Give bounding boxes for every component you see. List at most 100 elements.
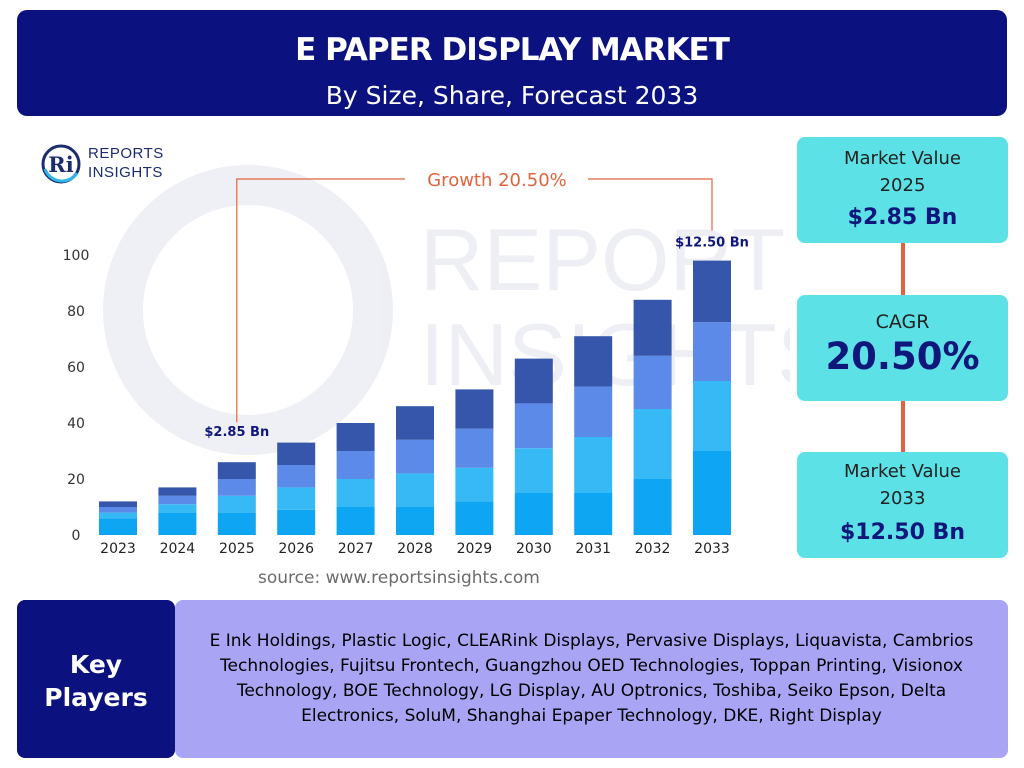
bar-segment: [217, 495, 256, 513]
bar-segment: [514, 403, 553, 449]
y-tick-label: 20: [67, 472, 85, 488]
logo-text: REPORTS INSIGHTS: [88, 144, 164, 182]
bar-segment: [217, 512, 256, 535]
market-value-2025: $2.85 Bn: [847, 205, 958, 230]
svg-text:REPORTS: REPORTS: [420, 210, 790, 309]
market-value-2033-label-2: 2033: [879, 488, 926, 509]
x-tick-label: 2029: [457, 541, 493, 557]
cagr-value: 20.50%: [825, 335, 980, 378]
bar-segment: [217, 479, 256, 496]
bar-segment: [99, 512, 137, 519]
bar-segment: [217, 462, 256, 479]
growth-line-left: [236, 178, 405, 423]
bar-segment: [99, 501, 137, 507]
bar-segment: [693, 381, 731, 451]
logo-mark-icon: Ri: [41, 144, 81, 184]
cagr-label: CAGR: [875, 311, 930, 333]
y-tick-label: 60: [67, 360, 85, 376]
bar-segment: [693, 322, 731, 381]
bar-segment: [455, 467, 494, 502]
key-players-heading-line-1: Key: [69, 650, 123, 679]
market-value-2025-box: Market Value 2025 $2.85 Bn: [797, 137, 1008, 243]
logo-line-1: REPORTS: [88, 145, 164, 162]
bar-segment: [277, 487, 316, 510]
bar-segment: [158, 487, 197, 496]
bar-segment: [574, 493, 613, 535]
market-value-2025-label-1: Market Value: [843, 148, 962, 169]
bar-segment: [693, 260, 731, 323]
y-tick-label: 0: [72, 528, 81, 544]
bar-segment: [574, 336, 613, 387]
connector-line-1: [901, 243, 905, 295]
page-subtitle: By Size, Share, Forecast 2033: [325, 81, 699, 110]
x-tick-label: 2031: [575, 541, 611, 557]
key-players-panel: E Ink Holdings, Plastic Logic, CLEARink …: [175, 600, 1008, 758]
x-tick-label: 2025: [219, 541, 255, 557]
bar-segment: [158, 512, 197, 535]
x-tick-label: 2030: [516, 541, 552, 557]
bar-segment: [633, 479, 672, 535]
bar-segment: [158, 495, 197, 505]
bar-segment: [99, 507, 137, 513]
cagr-box: CAGR 20.50%: [797, 295, 1008, 401]
x-tick-label: 2026: [278, 541, 314, 557]
x-tick-label: 2027: [338, 541, 374, 557]
bar-segment: [514, 448, 553, 493]
bar-segment: [277, 509, 316, 535]
y-tick-label: 80: [67, 304, 85, 320]
connector-line-2: [901, 401, 905, 452]
key-players-heading-line-2: Players: [44, 683, 148, 712]
bar-segment: [514, 358, 553, 404]
source-note: source: www.reportsinsights.com: [258, 568, 540, 588]
x-tick-label: 2032: [635, 541, 671, 557]
x-tick-label: 2023: [100, 541, 136, 557]
bar-segment: [336, 423, 375, 451]
bars-group: [99, 260, 731, 535]
bar-segment: [396, 473, 434, 507]
bar-segment: [336, 507, 375, 535]
market-value-2033: $12.50 Bn: [840, 520, 965, 545]
market-value-2033-box: Market Value 2033 $12.50 Bn: [797, 452, 1008, 558]
bar-segment: [574, 437, 613, 493]
bar-segment: [396, 439, 434, 474]
bar-segment: [336, 479, 375, 507]
growth-line-right: [588, 178, 713, 231]
page-title: E PAPER DISPLAY MARKET: [295, 32, 730, 68]
reports-insights-logo: Ri REPORTS INSIGHTS: [40, 143, 200, 185]
bar-segment: [396, 406, 434, 440]
start-value-label: $2.85 Bn: [204, 425, 269, 440]
bar-segment: [514, 493, 553, 535]
key-players-list: E Ink Holdings, Plastic Logic, CLEARink …: [209, 631, 974, 726]
bar-segment: [336, 451, 375, 479]
y-axis-ticks: 0 20 40 60 80 100: [63, 248, 90, 544]
bar-segment: [99, 518, 137, 535]
bar-segment: [633, 299, 672, 356]
bar-segment: [455, 389, 494, 429]
bar-segment: [574, 386, 613, 437]
x-axis-ticks: 2023 2024 2025 2026 2027 2028 2029 2030 2031 2032…: [100, 541, 730, 557]
bar-segment: [277, 442, 316, 465]
growth-annotation: Growth 20.50% $2.85 Bn $12.50 Bn: [204, 170, 749, 440]
market-value-2025-label-2: 2025: [879, 175, 926, 196]
x-tick-label: 2028: [397, 541, 433, 557]
svg-text:Ri: Ri: [48, 152, 73, 177]
bar-segment: [633, 409, 672, 479]
bar-segment: [693, 451, 731, 535]
market-value-2033-label-1: Market Value: [843, 461, 962, 482]
bar-segment: [158, 504, 197, 513]
x-tick-label: 2033: [694, 541, 730, 557]
y-tick-label: 100: [63, 248, 90, 264]
bar-segment: [455, 428, 494, 468]
bar-segment: [277, 465, 316, 488]
bar-segment: [633, 355, 672, 409]
logo-line-2: INSIGHTS: [88, 164, 163, 181]
y-tick-label: 40: [67, 416, 85, 432]
end-value-label: $12.50 Bn: [675, 236, 749, 251]
x-tick-label: 2024: [160, 541, 196, 557]
title-banner: E PAPER DISPLAY MARKET By Size, Share, F…: [17, 10, 1007, 116]
growth-label: Growth 20.50%: [427, 170, 567, 191]
bar-segment: [396, 507, 434, 535]
bar-segment: [455, 501, 494, 535]
key-players-heading: Key Players: [17, 600, 175, 758]
